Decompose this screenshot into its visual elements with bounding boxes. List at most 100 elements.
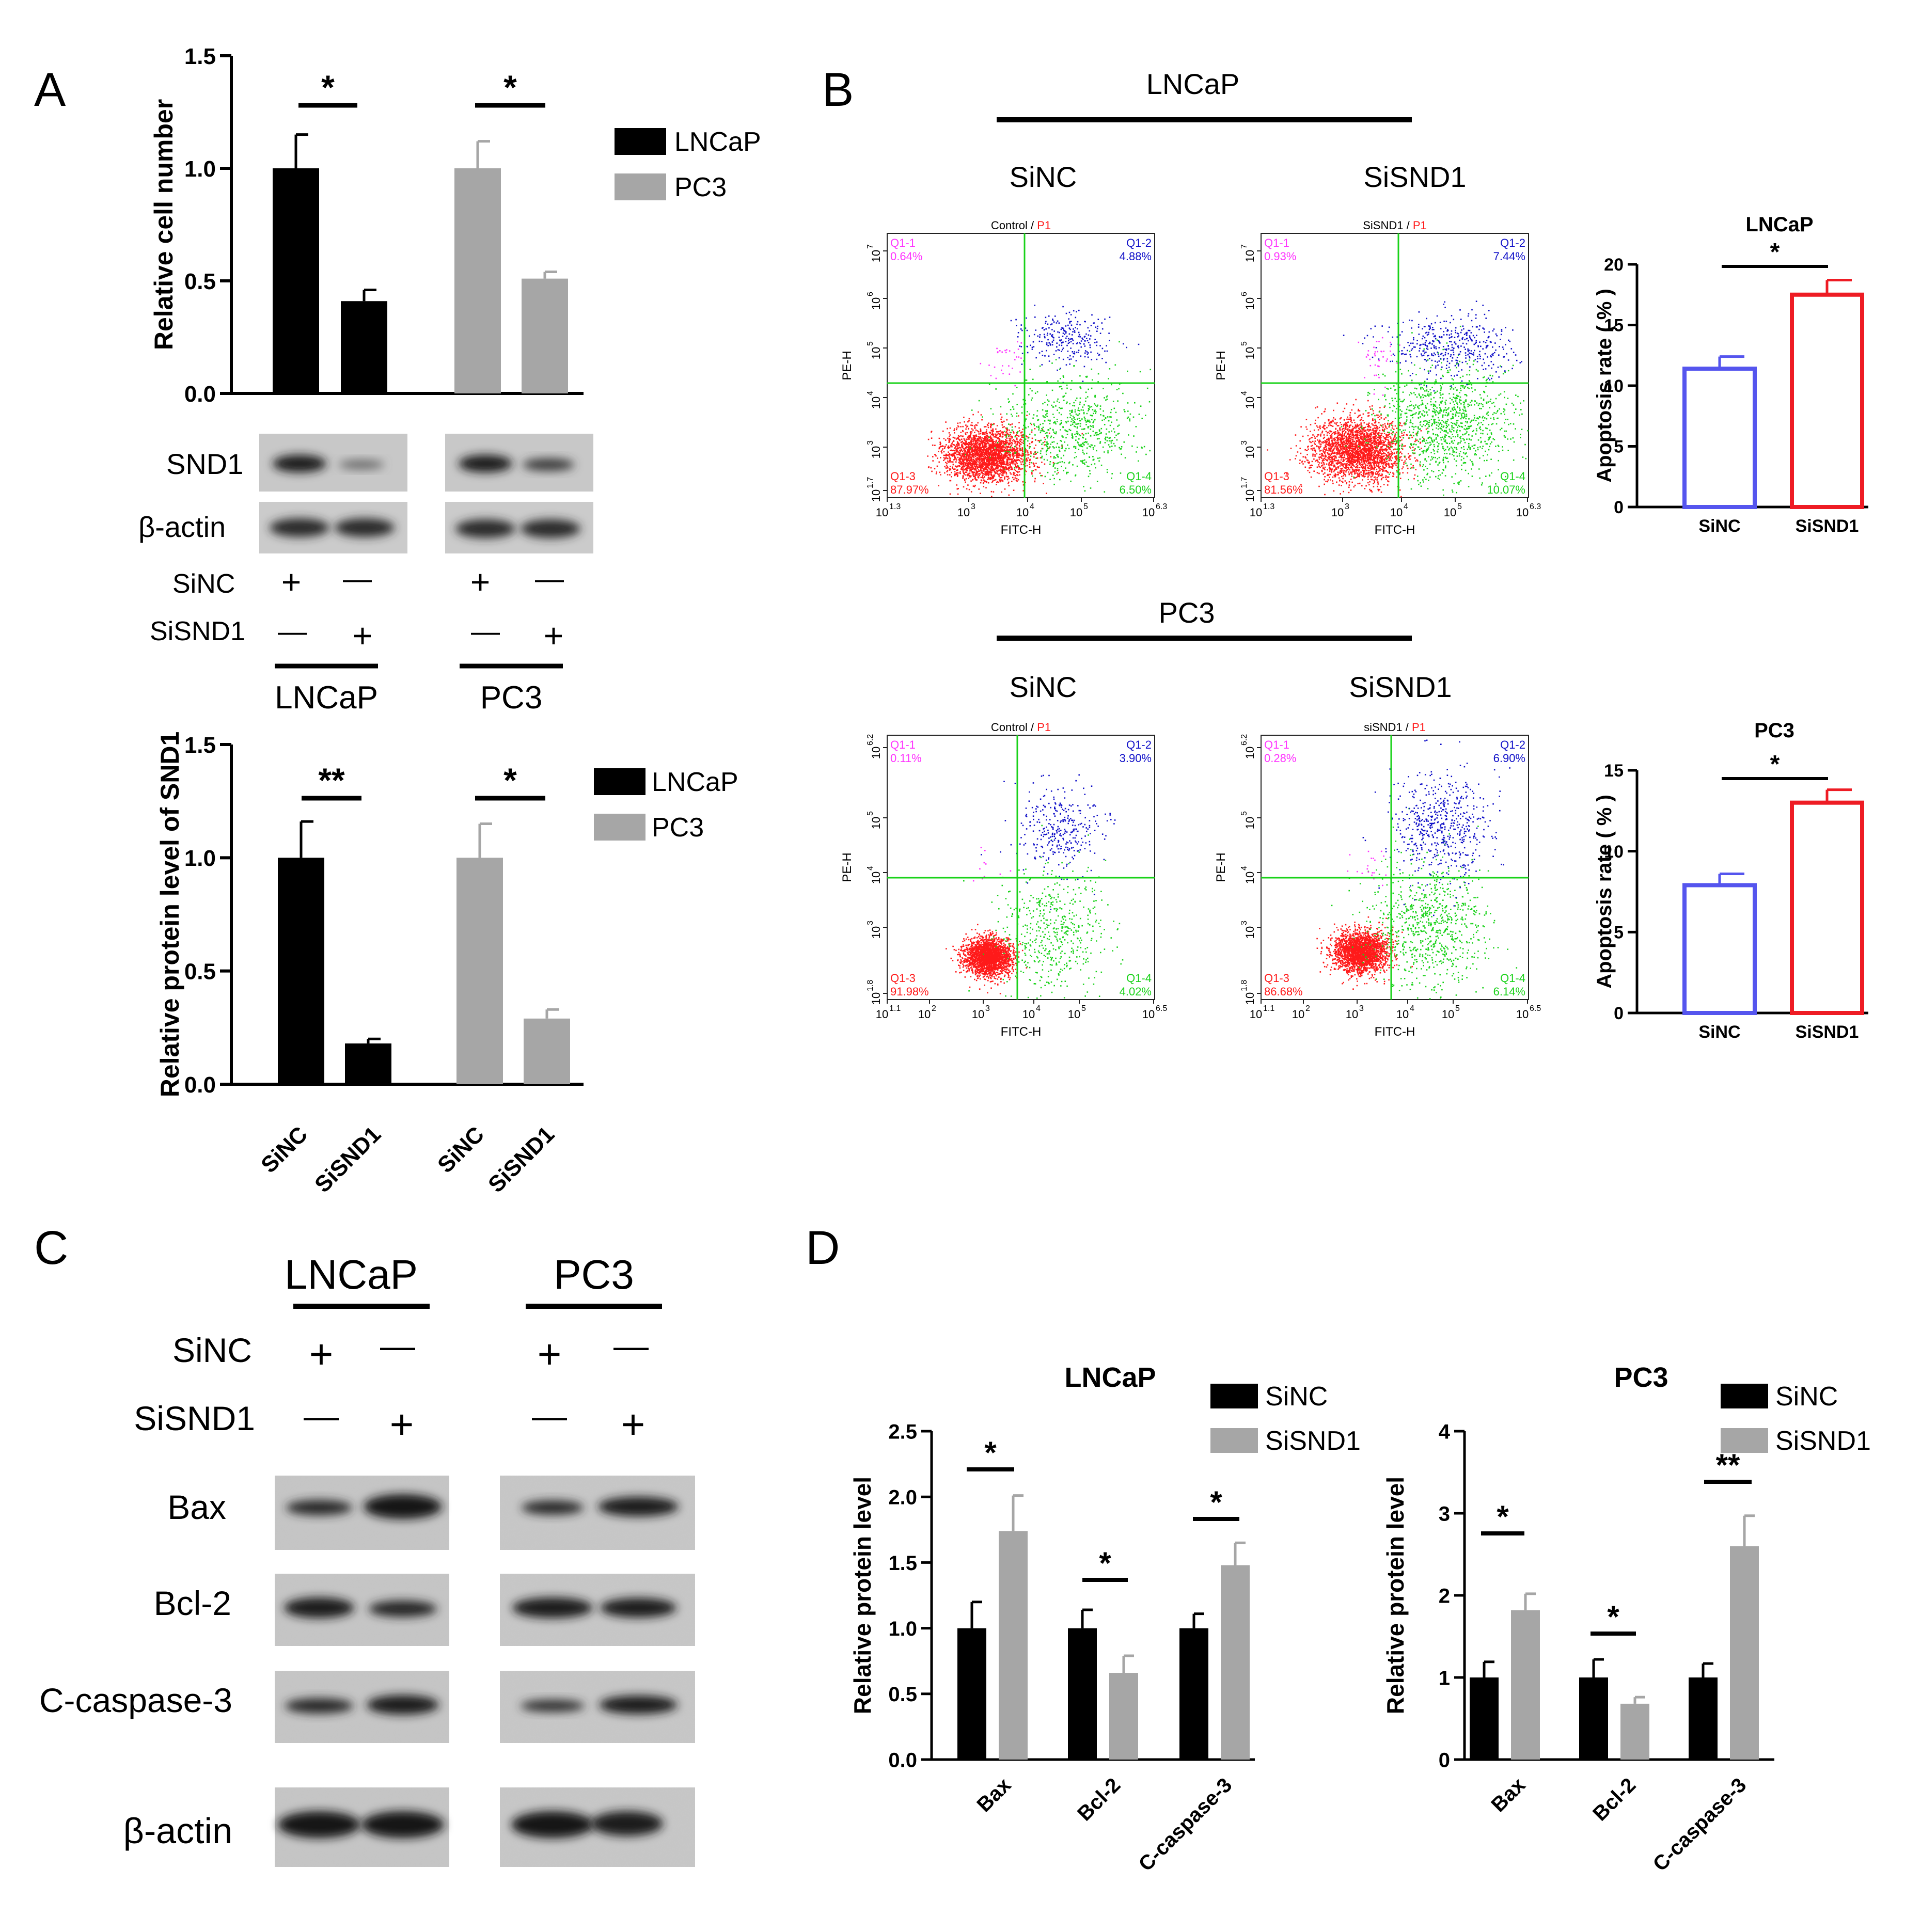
x-tick-label: Bcl-2 <box>1073 1773 1125 1825</box>
x-tick-exponent: 5 <box>1455 1004 1460 1013</box>
y-tick-exponent: 1.8 <box>866 980 875 991</box>
x-tick-exponent: 4 <box>1030 502 1034 511</box>
y-axis-label: Apoptosis rate ( % ) <box>1593 289 1616 483</box>
y-tick-label: 15 <box>1604 316 1624 336</box>
blot-band <box>367 1695 439 1715</box>
x-tick-label: 10 <box>1390 506 1403 519</box>
legend-swatch-pc3 <box>594 814 645 841</box>
bar <box>273 168 319 393</box>
legend-label-pc3: PC3 <box>674 172 727 202</box>
sign: — <box>535 562 564 595</box>
x-tick-label: 10 <box>1070 506 1082 519</box>
blot-band <box>511 1811 594 1838</box>
x-axis-label: FITC-H <box>1375 523 1415 537</box>
y-tick-exponent: 6.2 <box>1240 734 1249 746</box>
y-tick-label: 10 <box>870 397 883 409</box>
bar <box>1790 292 1864 509</box>
y-tick-exponent: 1.7 <box>1240 477 1249 488</box>
y-axis-label: PE-H <box>1214 351 1228 380</box>
blot-band <box>361 1811 444 1838</box>
bar <box>1221 1565 1250 1760</box>
chart-title: LNCaP <box>1064 1362 1156 1393</box>
y-tick-label: 10 <box>1243 817 1256 829</box>
quadrant-value: 87.97% <box>890 483 929 496</box>
x-tick-label: C-caspase-3 <box>1135 1773 1237 1876</box>
blot-band <box>598 1497 679 1516</box>
quadrant-value: 6.90% <box>1493 752 1525 765</box>
y-tick-label: 10 <box>1243 347 1256 359</box>
y-tick-exponent: 5 <box>866 811 875 816</box>
scatter-points <box>1347 850 1387 886</box>
y-tick-exponent: 5 <box>1240 341 1249 346</box>
plot-title: Control / P1 <box>991 721 1051 734</box>
bar <box>345 1043 391 1084</box>
y-tick-exponent: 7 <box>866 244 875 249</box>
y-tick-label: 10 <box>1243 297 1256 310</box>
blot-band <box>521 519 580 538</box>
quadrant-value: 0.11% <box>890 752 922 765</box>
y-tick-exponent: 1.7 <box>866 477 875 488</box>
quadrant-name: Q1-2 <box>1126 738 1152 751</box>
quadrant-value: 81.56% <box>1264 483 1303 496</box>
panel-letter-a: A <box>34 64 66 116</box>
y-tick-exponent: 4 <box>1240 866 1249 870</box>
bar <box>1179 1628 1208 1760</box>
plot-gate: P1 <box>1037 219 1051 232</box>
sign: + <box>281 563 302 601</box>
y-tick-label: 10 <box>1243 747 1256 759</box>
y-tick-label: 10 <box>870 446 883 458</box>
snd1-protein-legend: LNCaP PC3 <box>594 767 738 843</box>
y-tick-label: 1.0 <box>184 156 216 182</box>
blot-label-actin: β-actin <box>138 511 226 543</box>
y-tick-exponent: 5 <box>866 341 875 346</box>
x-tick-label: 10 <box>1250 1008 1262 1021</box>
sign: + <box>309 1331 334 1377</box>
bar <box>1689 1677 1718 1760</box>
pc3-header: PC3 <box>1159 596 1215 629</box>
x-tick-label: 10 <box>1068 1008 1080 1021</box>
x-tick-exponent: 2 <box>932 1004 936 1013</box>
quadrant-name: Q1-4 <box>1126 972 1152 985</box>
apoptosis-western-blot: LNCaP PC3 SiNC SiSND1 + — + — — + — + Ba… <box>39 1252 695 1867</box>
quadrant-value: 6.50% <box>1120 483 1152 496</box>
quadrant-value: 0.64% <box>890 250 922 263</box>
flow-plot-pc3-sisnd1: siSND1 / P1 Q1-10.28% Q1-26.90% Q1-386.68% Q… <box>1214 721 1541 1039</box>
y-tick-exponent: 5 <box>1240 811 1249 816</box>
x-tick-exponent: 6.5 <box>1530 1004 1541 1013</box>
plot-frame <box>1261 735 1529 1000</box>
x-tick-exponent: 3 <box>1345 502 1349 511</box>
x-tick-exponent: 4 <box>1410 1004 1414 1013</box>
y-tick-label: 0.5 <box>184 959 216 985</box>
lncap-header: LNCaP <box>1146 68 1240 100</box>
quadrant-value: 0.93% <box>1264 250 1296 263</box>
lncap-sinc-label: SiNC <box>1010 161 1077 193</box>
sign: — <box>532 1397 567 1436</box>
sign: + <box>470 563 491 601</box>
x-tick-exponent: 2 <box>1305 1004 1310 1013</box>
blot-band <box>284 1597 354 1618</box>
legend-swatch-lncap <box>615 128 666 155</box>
sign: + <box>538 1331 562 1377</box>
blot-band <box>335 518 395 537</box>
pc3-sisnd1-label: SiSND1 <box>1349 671 1452 703</box>
sign: — <box>278 615 307 647</box>
quadrant-value: 86.68% <box>1264 985 1303 998</box>
y-tick-label: 0.0 <box>184 382 216 407</box>
blot-band <box>286 1500 352 1515</box>
y-tick-label: 10 <box>870 347 883 359</box>
x-tick-label: Bax <box>1487 1773 1530 1816</box>
x-tick-exponent: 6.3 <box>1530 502 1541 511</box>
scatter-points <box>980 341 1022 387</box>
scatter-points <box>927 411 1083 498</box>
y-tick-label: 10 <box>870 250 883 262</box>
blot-band <box>285 1698 353 1714</box>
plot-gate: P1 <box>1412 721 1426 734</box>
bar <box>522 278 568 393</box>
y-tick-label: 0.5 <box>888 1683 917 1706</box>
blot-band <box>600 1598 676 1618</box>
significance-marker: * <box>1497 1499 1509 1534</box>
scatter-points <box>1343 300 1522 392</box>
y-axis-label: PE-H <box>1214 852 1228 882</box>
quadrant-name: Q1-4 <box>1500 470 1525 483</box>
